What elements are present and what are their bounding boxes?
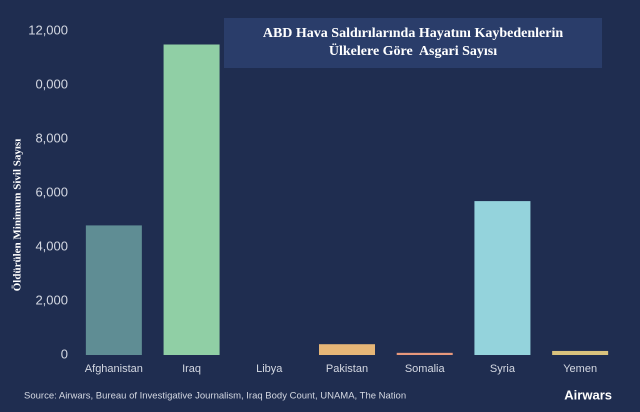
x-tick-label: Pakistan <box>326 363 368 375</box>
y-tick-label: 4,000 <box>35 238 68 253</box>
bar <box>85 225 142 355</box>
chart-title: ABD Hava Saldırılarında Hayatını Kaybede… <box>263 26 563 59</box>
y-tick-label: 8,000 <box>35 130 68 145</box>
x-tick-label: Libya <box>256 363 283 375</box>
x-tick-label: Afghanistan <box>85 363 143 375</box>
bar <box>319 344 375 355</box>
bar <box>474 201 531 355</box>
title-box <box>224 18 602 68</box>
bar <box>552 350 609 355</box>
y-axis-label: Öldürülen Minimum Sivil Sayısı <box>11 139 24 292</box>
bar <box>396 352 453 355</box>
x-tick-label: Yemen <box>563 363 597 375</box>
bar <box>163 44 220 355</box>
y-tick-label: 12,000 <box>28 22 68 37</box>
y-tick-label: 0,000 <box>35 76 68 91</box>
x-tick-label: Syria <box>490 363 516 375</box>
x-tick-label: Somalia <box>405 363 446 375</box>
brand: Airwars <box>564 387 612 402</box>
y-tick-label: 0 <box>61 346 68 361</box>
x-tick-label: Iraq <box>182 363 201 375</box>
y-tick-label: 6,000 <box>35 184 68 199</box>
source: Source: Airwars, Bureau of Investigative… <box>24 391 406 402</box>
y-tick-label: 2,000 <box>35 292 68 307</box>
